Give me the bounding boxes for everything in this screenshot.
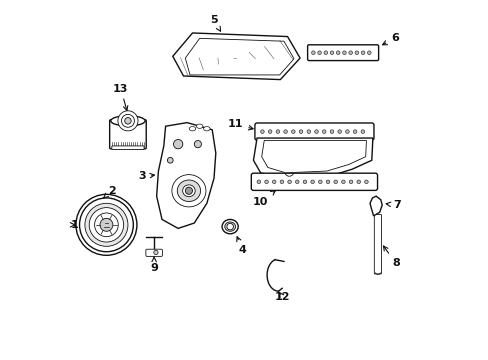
Circle shape <box>325 180 329 184</box>
Polygon shape <box>261 140 366 173</box>
Circle shape <box>333 180 337 184</box>
Circle shape <box>94 213 118 237</box>
Circle shape <box>280 180 283 184</box>
Ellipse shape <box>222 220 238 234</box>
Text: 11: 11 <box>227 120 253 130</box>
Circle shape <box>272 180 275 184</box>
Circle shape <box>311 51 314 54</box>
Circle shape <box>310 180 314 184</box>
Text: 1: 1 <box>70 220 78 230</box>
Text: 4: 4 <box>236 237 246 255</box>
Circle shape <box>345 130 348 134</box>
Polygon shape <box>253 138 372 178</box>
Circle shape <box>295 180 299 184</box>
Polygon shape <box>172 33 300 80</box>
Circle shape <box>226 224 233 230</box>
Circle shape <box>121 114 134 127</box>
Circle shape <box>303 180 306 184</box>
Circle shape <box>260 130 264 134</box>
Circle shape <box>329 130 333 134</box>
Polygon shape <box>156 123 215 228</box>
Circle shape <box>173 139 183 149</box>
Circle shape <box>264 180 268 184</box>
Circle shape <box>342 51 346 54</box>
Circle shape <box>324 51 327 54</box>
Ellipse shape <box>182 185 195 197</box>
Ellipse shape <box>203 127 210 131</box>
FancyBboxPatch shape <box>373 215 381 274</box>
Ellipse shape <box>177 180 200 202</box>
Circle shape <box>89 208 123 242</box>
Ellipse shape <box>189 127 195 131</box>
Text: 2: 2 <box>103 186 116 198</box>
FancyBboxPatch shape <box>112 146 144 149</box>
Text: 9: 9 <box>150 257 158 273</box>
FancyBboxPatch shape <box>145 249 162 256</box>
Circle shape <box>118 111 138 131</box>
Circle shape <box>85 203 128 246</box>
Text: 8: 8 <box>383 246 399 268</box>
Text: 5: 5 <box>210 15 220 31</box>
Circle shape <box>194 140 201 148</box>
Circle shape <box>306 130 310 134</box>
Circle shape <box>354 51 358 54</box>
Polygon shape <box>185 39 293 75</box>
Circle shape <box>100 219 113 231</box>
Circle shape <box>257 180 260 184</box>
FancyBboxPatch shape <box>307 45 378 60</box>
Circle shape <box>317 51 321 54</box>
Circle shape <box>329 51 333 54</box>
Ellipse shape <box>224 222 235 231</box>
Circle shape <box>348 180 352 184</box>
Circle shape <box>361 51 364 54</box>
Text: 6: 6 <box>382 33 398 45</box>
Circle shape <box>276 130 279 134</box>
Text: 12: 12 <box>274 292 289 302</box>
Circle shape <box>367 51 370 54</box>
Text: 7: 7 <box>386 200 400 210</box>
Circle shape <box>80 198 133 252</box>
Circle shape <box>268 130 271 134</box>
Circle shape <box>341 180 345 184</box>
FancyBboxPatch shape <box>251 173 377 190</box>
Circle shape <box>356 180 360 184</box>
Circle shape <box>360 130 364 134</box>
Circle shape <box>322 130 325 134</box>
Ellipse shape <box>110 116 145 126</box>
Circle shape <box>283 130 287 134</box>
Polygon shape <box>369 196 382 216</box>
Circle shape <box>336 51 339 54</box>
Circle shape <box>314 130 318 134</box>
Ellipse shape <box>196 124 203 129</box>
Circle shape <box>348 51 352 54</box>
Circle shape <box>76 194 137 255</box>
Ellipse shape <box>171 175 205 207</box>
Circle shape <box>337 130 341 134</box>
Circle shape <box>153 250 158 255</box>
Circle shape <box>291 130 295 134</box>
FancyBboxPatch shape <box>254 123 373 140</box>
Circle shape <box>318 180 322 184</box>
Circle shape <box>353 130 356 134</box>
Text: 10: 10 <box>252 191 275 207</box>
Circle shape <box>364 180 367 184</box>
Text: 13: 13 <box>113 84 128 111</box>
Circle shape <box>124 118 131 124</box>
Circle shape <box>167 157 173 163</box>
Circle shape <box>185 187 192 194</box>
Circle shape <box>299 130 302 134</box>
FancyBboxPatch shape <box>109 120 146 149</box>
Circle shape <box>287 180 291 184</box>
Text: 3: 3 <box>138 171 154 181</box>
